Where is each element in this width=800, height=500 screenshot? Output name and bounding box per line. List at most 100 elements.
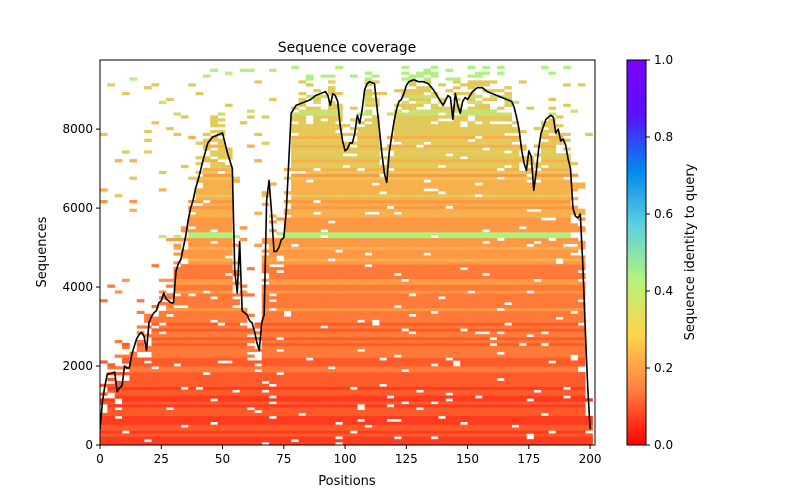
heatmap-row bbox=[202, 144, 557, 148]
heatmap-row bbox=[173, 287, 586, 291]
colorbar-tick-label: 1.0 bbox=[654, 53, 673, 67]
heatmap-row bbox=[114, 194, 571, 198]
heatmap-row bbox=[136, 310, 586, 315]
heatmap-row bbox=[151, 121, 557, 125]
heatmap-row bbox=[180, 115, 564, 119]
heatmap-row bbox=[151, 304, 586, 309]
x-tick-label: 50 bbox=[215, 452, 230, 466]
y-tick-label: 4000 bbox=[62, 280, 93, 294]
heatmap-row bbox=[158, 170, 571, 175]
heatmap-row bbox=[151, 322, 579, 326]
heatmap-row bbox=[151, 337, 586, 341]
heatmap-row bbox=[107, 409, 586, 414]
heatmap-row bbox=[136, 325, 586, 329]
heatmap-row bbox=[173, 112, 557, 116]
heatmap-row bbox=[180, 226, 586, 230]
heatmap-row bbox=[122, 357, 586, 361]
heatmap-row bbox=[202, 185, 586, 189]
heatmap-row bbox=[107, 83, 586, 87]
heatmap-row bbox=[195, 191, 571, 195]
x-axis-label: Positions bbox=[318, 474, 376, 489]
heatmap-row bbox=[166, 307, 586, 312]
heatmap-row bbox=[224, 71, 557, 75]
heatmap-row bbox=[158, 302, 586, 306]
heatmap-row bbox=[166, 97, 557, 102]
heatmap-row bbox=[100, 436, 593, 440]
x-tick-label: 0 bbox=[96, 452, 104, 466]
colorbar-label: Sequence identity to query bbox=[683, 163, 698, 340]
heatmap-row bbox=[180, 255, 586, 259]
heatmap-row bbox=[114, 159, 571, 163]
heatmap-row bbox=[107, 377, 586, 382]
heatmap-row bbox=[291, 65, 571, 69]
heatmap-row bbox=[114, 354, 586, 358]
heatmap-row bbox=[107, 284, 586, 288]
heatmap-row bbox=[100, 299, 579, 303]
heatmap-row bbox=[122, 342, 586, 347]
heatmap-row bbox=[173, 243, 586, 247]
heatmap-row bbox=[144, 138, 571, 142]
heatmap-row bbox=[144, 86, 512, 90]
heatmap-row bbox=[100, 442, 593, 445]
heatmap-row bbox=[107, 386, 586, 390]
heatmap-row bbox=[166, 127, 557, 131]
heatmap-row bbox=[158, 296, 586, 300]
colorbar-ticks: 0.0 0.2 0.4 0.6 0.8 1.0 bbox=[646, 53, 673, 452]
heatmap-row bbox=[107, 372, 586, 376]
coverage-line bbox=[100, 78, 591, 430]
heatmap-row bbox=[144, 319, 586, 323]
heatmap-row bbox=[100, 398, 593, 402]
y-axis-ticks: 0 2000 4000 6000 8000 bbox=[62, 122, 100, 452]
heatmap-row bbox=[122, 150, 557, 154]
colorbar bbox=[626, 59, 647, 446]
colorbar-tick-label: 0.0 bbox=[654, 438, 673, 452]
heatmap-row bbox=[129, 208, 586, 212]
heatmap-row bbox=[151, 264, 586, 268]
heatmap-row bbox=[129, 351, 586, 355]
heatmap-row bbox=[100, 430, 586, 434]
heatmap-row bbox=[100, 433, 593, 437]
heatmap-row bbox=[195, 141, 564, 145]
heatmap-row bbox=[166, 293, 586, 297]
heatmap-row bbox=[100, 392, 586, 396]
colorbar-tick-label: 0.6 bbox=[654, 207, 673, 221]
heatmap-row bbox=[122, 92, 512, 96]
heatmap-row bbox=[202, 147, 571, 151]
x-tick-label: 150 bbox=[456, 452, 479, 466]
heatmap-row bbox=[188, 214, 571, 218]
heatmap-row bbox=[100, 415, 593, 420]
heatmap-row bbox=[100, 412, 586, 417]
heatmap-row bbox=[100, 421, 593, 425]
colorbar-tick-label: 0.2 bbox=[654, 361, 673, 375]
heatmap-row bbox=[210, 68, 454, 72]
heatmap-row bbox=[180, 164, 571, 169]
heatmap-row bbox=[129, 374, 586, 379]
heatmap-row bbox=[100, 427, 593, 431]
heatmap-row bbox=[107, 366, 579, 370]
heatmap-row bbox=[107, 407, 586, 411]
heatmap-row bbox=[195, 162, 579, 166]
colorbar-tick-label: 0.8 bbox=[654, 130, 673, 144]
heatmap-row bbox=[173, 252, 571, 256]
heatmap-row bbox=[158, 100, 520, 104]
heatmap-row bbox=[114, 380, 586, 385]
heatmap-row bbox=[136, 331, 586, 335]
x-tick-label: 200 bbox=[579, 452, 602, 466]
x-tick-label: 100 bbox=[334, 452, 357, 466]
heatmap-row bbox=[151, 328, 586, 332]
heatmap-row bbox=[188, 240, 586, 245]
heatmap-row bbox=[158, 234, 571, 239]
heatmap-row bbox=[210, 118, 557, 122]
heatmap-row bbox=[122, 278, 579, 282]
heatmap-row bbox=[114, 290, 586, 294]
heatmap-row bbox=[188, 232, 571, 236]
heatmap-row bbox=[144, 129, 557, 134]
heatmap-row bbox=[114, 395, 586, 399]
x-tick-label: 125 bbox=[395, 452, 418, 466]
heatmap-row bbox=[180, 229, 586, 233]
heatmap-row bbox=[202, 182, 586, 186]
heatmap-row bbox=[173, 261, 586, 265]
heatmap-row bbox=[188, 220, 571, 224]
heatmap-row bbox=[173, 246, 586, 250]
heatmap-row bbox=[188, 205, 579, 210]
